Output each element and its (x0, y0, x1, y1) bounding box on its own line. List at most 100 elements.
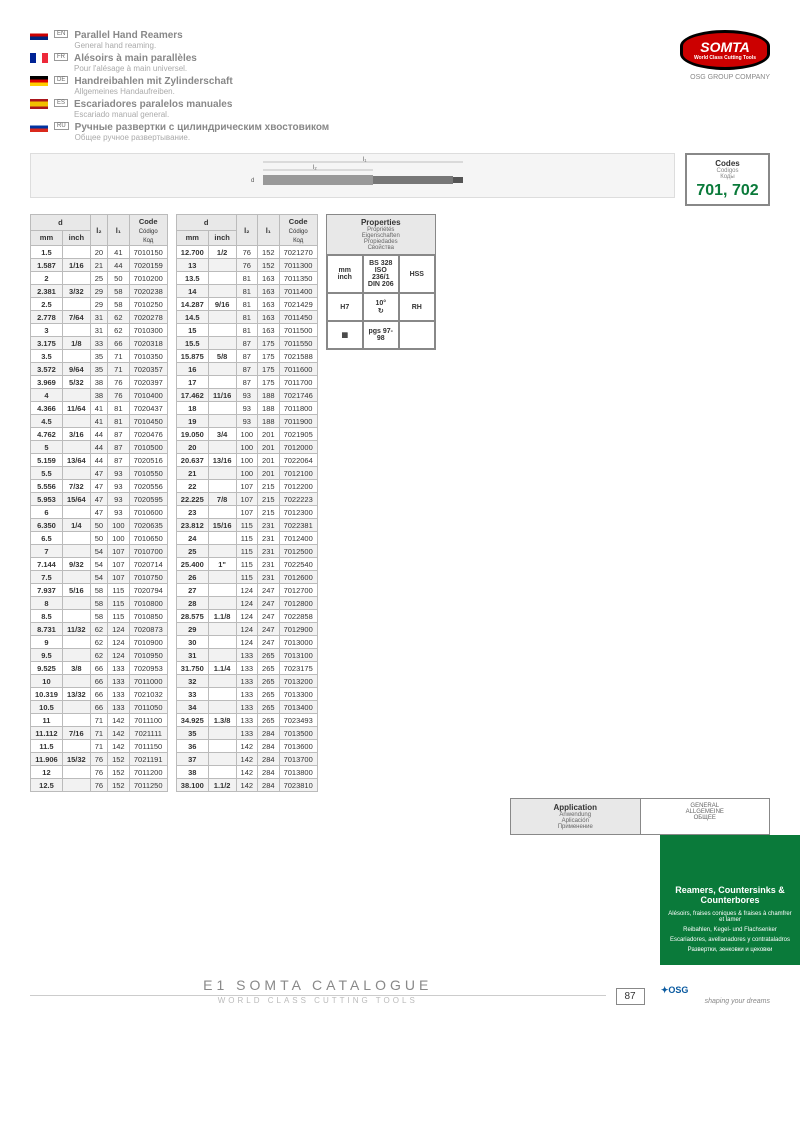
property-cell: RH (399, 293, 435, 321)
property-cell: BS 328ISO236/1DIN 206 (363, 255, 399, 293)
table-row: 11.5711427011150 (31, 740, 168, 753)
lang-code: RU (54, 122, 69, 130)
page-footer: E1 SOMTA CATALOGUE WORLD CLASS CUTTING T… (30, 975, 770, 1005)
table-row: 281242477012800 (176, 597, 317, 610)
spec-table-1: dl₂l₁CodeCódigoКодmminch1.5204170101501.… (30, 214, 168, 792)
table-row: 2.3813/3229587020238 (31, 285, 168, 298)
property-cell: H7 (327, 293, 363, 321)
table-row: 5.547937010550 (31, 467, 168, 480)
spec-table-2: dl₂l₁CodeCódigoКодmminch12.7001/27615270… (176, 214, 318, 792)
table-row: 15.8755/8871757021588 (176, 350, 317, 363)
flag-ru-icon (30, 122, 48, 132)
table-row: 2.7787/6431627020278 (31, 311, 168, 324)
table-row: 16871757011600 (176, 363, 317, 376)
table-row: 7.1449/32541077020714 (31, 558, 168, 571)
table-row: 331627010300 (31, 324, 168, 337)
table-row: 5.5567/3247937020556 (31, 480, 168, 493)
table-row: 3.535717010350 (31, 350, 168, 363)
table-row: 438767010400 (31, 389, 168, 402)
table-row: 17.46211/16931887021746 (176, 389, 317, 402)
table-row: 6.3501/4501007020635 (31, 519, 168, 532)
table-row: 4.541817010450 (31, 415, 168, 428)
table-row: 225507010200 (31, 272, 168, 285)
brand-logo: SOMTA World Class Cutting Tools (680, 30, 770, 70)
table-row: 301242477013000 (176, 636, 317, 649)
table-row: 3.5729/6435717020357 (31, 363, 168, 376)
table-row: 351332847013500 (176, 727, 317, 740)
table-row: 11.90615/32761527021191 (31, 753, 168, 766)
table-row: 19931887011900 (176, 415, 317, 428)
lang-code: EN (54, 30, 68, 38)
application-box: Application Anwendung Aplicación Примене… (510, 798, 770, 835)
table-row: 9.5621247010950 (31, 649, 168, 662)
table-row: 251152317012500 (176, 545, 317, 558)
table-row: 211002017012100 (176, 467, 317, 480)
table-row: 22.2257/81072157022223 (176, 493, 317, 506)
product-codes: 701, 702 (695, 182, 760, 200)
property-cell: mminch (327, 255, 363, 293)
table-row: 544877010500 (31, 441, 168, 454)
table-row: 381422847013800 (176, 766, 317, 779)
table-row: 8.5581157010850 (31, 610, 168, 623)
flag-en-icon (30, 30, 48, 40)
table-row: 201002017012000 (176, 441, 317, 454)
table-row: 261152317012600 (176, 571, 317, 584)
table-row: 10.5661337011050 (31, 701, 168, 714)
tool-diagram: l₁ l₂ d (30, 153, 675, 198)
table-row: 3.1751/833667020318 (31, 337, 168, 350)
logo-area: SOMTA World Class Cutting Tools OSG GROU… (680, 30, 770, 81)
table-row: 9621247010900 (31, 636, 168, 649)
table-row: 341332657013400 (176, 701, 317, 714)
table-row: 11711427011100 (31, 714, 168, 727)
flag-fr-icon (30, 53, 48, 63)
lang-code: ES (54, 99, 68, 107)
table-row: 12.5761527011250 (31, 779, 168, 792)
table-row: 12.7001/2761527021270 (176, 246, 317, 259)
table-row: 3.9695/3238767020397 (31, 376, 168, 389)
lang-code: FR (54, 53, 68, 61)
category-banner: Reamers, Countersinks & Counterbores Alé… (660, 835, 800, 965)
table-row: 14.2879/16811637021429 (176, 298, 317, 311)
page-number: 87 (616, 988, 645, 1005)
table-row: 14811637011400 (176, 285, 317, 298)
language-titles: ENParallel Hand ReamersGeneral hand ream… (30, 30, 680, 145)
table-row: 34.9251.3/81332657023493 (176, 714, 317, 727)
property-cell: pgs 97-98 (363, 321, 399, 349)
table-row: 331332657013300 (176, 688, 317, 701)
table-row: 13761527011300 (176, 259, 317, 272)
table-row: 371422847013700 (176, 753, 317, 766)
table-row: 19.0503/41002017021905 (176, 428, 317, 441)
table-row: 10.31913/32661337021032 (31, 688, 168, 701)
table-row: 4.7623/1644877020476 (31, 428, 168, 441)
table-row: 7.5541077010750 (31, 571, 168, 584)
table-row: 647937010600 (31, 506, 168, 519)
properties-box: Properties Propriétés Eigenschaften Prop… (326, 214, 436, 350)
table-row: 2.529587010250 (31, 298, 168, 311)
osg-logo-icon: ✦OSG (655, 975, 695, 1005)
table-row: 23.81215/161152317022381 (176, 519, 317, 532)
table-row: 18931887011800 (176, 402, 317, 415)
table-row: 9.5253/8661337020953 (31, 662, 168, 675)
table-row: 17871757011700 (176, 376, 317, 389)
table-row: 271242477012700 (176, 584, 317, 597)
property-cell (399, 321, 435, 349)
table-row: 321332657013200 (176, 675, 317, 688)
table-row: 7541077010700 (31, 545, 168, 558)
table-row: 311332657013100 (176, 649, 317, 662)
table-row: 20.63713/161002017022064 (176, 454, 317, 467)
table-row: 4.36611/6441817020437 (31, 402, 168, 415)
table-row: 15.5871757011550 (176, 337, 317, 350)
svg-text:d: d (251, 178, 254, 184)
table-row: 25.4001"1152317022540 (176, 558, 317, 571)
table-row: 5.95315/6447937020595 (31, 493, 168, 506)
table-row: 28.5751.1/81242477022858 (176, 610, 317, 623)
table-row: 7.9375/16581157020794 (31, 584, 168, 597)
property-cell: HSS (399, 255, 435, 293)
table-row: 10661337011000 (31, 675, 168, 688)
table-row: 14.5811637011450 (176, 311, 317, 324)
codes-box: Codes Codigos Коды 701, 702 (685, 153, 770, 206)
table-row: 13.5811637011350 (176, 272, 317, 285)
flag-es-icon (30, 99, 48, 109)
table-row: 8581157010800 (31, 597, 168, 610)
table-row: 1.5871/1621447020159 (31, 259, 168, 272)
